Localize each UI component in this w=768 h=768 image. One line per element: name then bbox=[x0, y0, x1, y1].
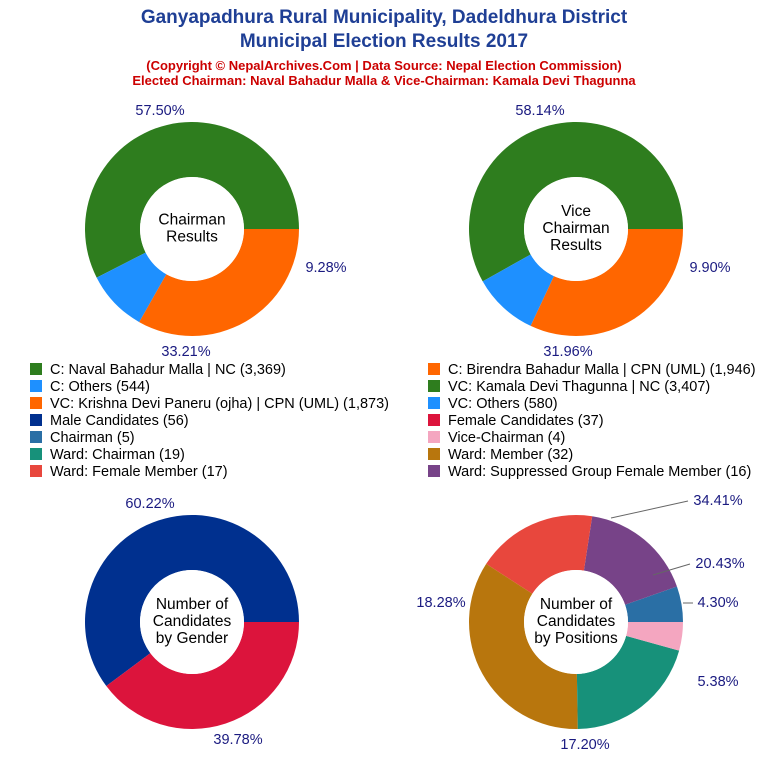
donut-slice bbox=[106, 622, 300, 729]
legend-label: Ward: Suppressed Group Female Member (16… bbox=[448, 464, 752, 480]
legend-label: C: Birendra Bahadur Malla | CPN (UML) (1… bbox=[448, 362, 756, 378]
slice-percent-label: 57.50% bbox=[135, 103, 184, 119]
legend-swatch bbox=[428, 380, 440, 392]
legend-swatch bbox=[30, 414, 42, 426]
slice-percent-label: 31.96% bbox=[543, 344, 592, 360]
legend-swatch bbox=[30, 380, 42, 392]
donut-slice bbox=[625, 586, 683, 622]
donut-center-label: Results bbox=[550, 237, 602, 254]
legend-item: VC: Krishna Devi Paneru (ojha) | CPN (UM… bbox=[30, 396, 389, 413]
page-title-line2: Municipal Election Results 2017 bbox=[239, 31, 529, 52]
donut-slice bbox=[96, 252, 167, 323]
legend-swatch bbox=[30, 363, 42, 375]
legend-item: Vice-Chairman (4) bbox=[428, 430, 565, 447]
legend-item: Male Candidates (56) bbox=[30, 413, 189, 430]
donut-slice bbox=[468, 121, 683, 282]
legend-label: Ward: Female Member (17) bbox=[50, 464, 228, 480]
donut-hole bbox=[140, 570, 244, 674]
donut-center-label: by Gender bbox=[156, 630, 228, 647]
donut-center-label: Candidates bbox=[153, 613, 232, 630]
legend-item: C: Birendra Bahadur Malla | CPN (UML) (1… bbox=[428, 362, 756, 379]
legend-swatch bbox=[30, 431, 42, 443]
donut-slice bbox=[469, 563, 578, 729]
slice-percent-label: 34.41% bbox=[693, 493, 742, 509]
slice-percent-label: 20.43% bbox=[695, 556, 744, 572]
donut-center-label: Number of bbox=[156, 596, 229, 613]
slice-percent-label: 58.14% bbox=[515, 103, 564, 119]
legend-swatch bbox=[428, 465, 440, 477]
legend-swatch bbox=[30, 448, 42, 460]
legend-label: Chairman (5) bbox=[50, 430, 135, 446]
donut-hole bbox=[524, 177, 628, 281]
donut-slice bbox=[576, 635, 680, 729]
donut-slice bbox=[626, 622, 683, 651]
page-title: Ganyapadhura Rural Municipality, Dadeldh… bbox=[140, 7, 628, 28]
leader-line bbox=[652, 563, 691, 576]
donut-slice bbox=[84, 515, 300, 687]
legend-item: C: Naval Bahadur Malla | NC (3,369) bbox=[30, 362, 286, 379]
donut-center-label: Number of bbox=[540, 596, 613, 613]
legend-swatch bbox=[428, 431, 440, 443]
legend-label: VC: Krishna Devi Paneru (ojha) | CPN (UM… bbox=[50, 396, 389, 412]
legend-label: VC: Others (580) bbox=[448, 396, 558, 412]
legend-item: Ward: Chairman (19) bbox=[30, 447, 185, 464]
donut-slice bbox=[482, 254, 554, 326]
donut-slice bbox=[139, 229, 299, 336]
donut-slice bbox=[486, 515, 593, 594]
donut-hole bbox=[524, 570, 628, 674]
slice-percent-label: 39.78% bbox=[213, 732, 262, 748]
legend-item: VC: Kamala Devi Thagunna | NC (3,407) bbox=[428, 379, 710, 396]
slice-percent-label: 9.28% bbox=[305, 260, 346, 276]
donut-center-label: Vice bbox=[561, 203, 591, 220]
legend-label: Male Candidates (56) bbox=[50, 413, 189, 429]
legend-label: VC: Kamala Devi Thagunna | NC (3,407) bbox=[448, 379, 711, 395]
donut-slice bbox=[84, 121, 299, 278]
slice-percent-label: 18.28% bbox=[416, 595, 465, 611]
slice-percent-label: 17.20% bbox=[560, 737, 609, 753]
leader-line bbox=[610, 500, 689, 519]
donut-slice bbox=[530, 229, 683, 336]
legend-swatch bbox=[30, 465, 42, 477]
copyright-subtitle: (Copyright © NepalArchives.Com | Data So… bbox=[146, 58, 622, 73]
legend-item: Female Candidates (37) bbox=[428, 413, 604, 430]
legend-item: C: Others (544) bbox=[30, 379, 150, 396]
donut-center-label: Chairman bbox=[542, 220, 609, 237]
donut-center-label: by Positions bbox=[534, 630, 618, 647]
slice-percent-label: 33.21% bbox=[161, 344, 210, 360]
donut-slice bbox=[583, 516, 677, 605]
legend-item: VC: Others (580) bbox=[428, 396, 558, 413]
legend-left: C: Naval Bahadur Malla | NC (3,369) C: Ot… bbox=[30, 362, 410, 486]
legend-label: C: Naval Bahadur Malla | NC (3,369) bbox=[50, 362, 286, 378]
legend-label: Female Candidates (37) bbox=[448, 413, 604, 429]
legend-swatch bbox=[428, 414, 440, 426]
legend-swatch bbox=[428, 363, 440, 375]
slice-percent-label: 60.22% bbox=[125, 496, 174, 512]
slice-percent-label: 4.30% bbox=[697, 595, 738, 611]
donut-hole bbox=[140, 177, 244, 281]
donut-center-label: Results bbox=[166, 229, 218, 246]
elected-subtitle: Elected Chairman: Naval Bahadur Malla & … bbox=[132, 73, 636, 88]
legend-item: Chairman (5) bbox=[30, 430, 135, 447]
donut-center-label: Chairman bbox=[158, 212, 225, 229]
legend-swatch bbox=[428, 397, 440, 409]
legend-right: C: Birendra Bahadur Malla | CPN (UML) (1… bbox=[428, 362, 768, 486]
legend-label: Ward: Chairman (19) bbox=[50, 447, 185, 463]
legend-swatch bbox=[428, 448, 440, 460]
legend-label: C: Others (544) bbox=[50, 379, 150, 395]
legend-swatch bbox=[30, 397, 42, 409]
legend-item: Ward: Female Member (17) bbox=[30, 464, 228, 481]
slice-percent-label: 9.90% bbox=[689, 260, 730, 276]
legend-item: Ward: Member (32) bbox=[428, 447, 573, 464]
slice-percent-label: 5.38% bbox=[697, 674, 738, 690]
donut-center-label: Candidates bbox=[537, 613, 616, 630]
legend-label: Ward: Member (32) bbox=[448, 447, 574, 463]
legend-label: Vice-Chairman (4) bbox=[448, 430, 566, 446]
legend-item: Ward: Suppressed Group Female Member (16… bbox=[428, 464, 751, 481]
